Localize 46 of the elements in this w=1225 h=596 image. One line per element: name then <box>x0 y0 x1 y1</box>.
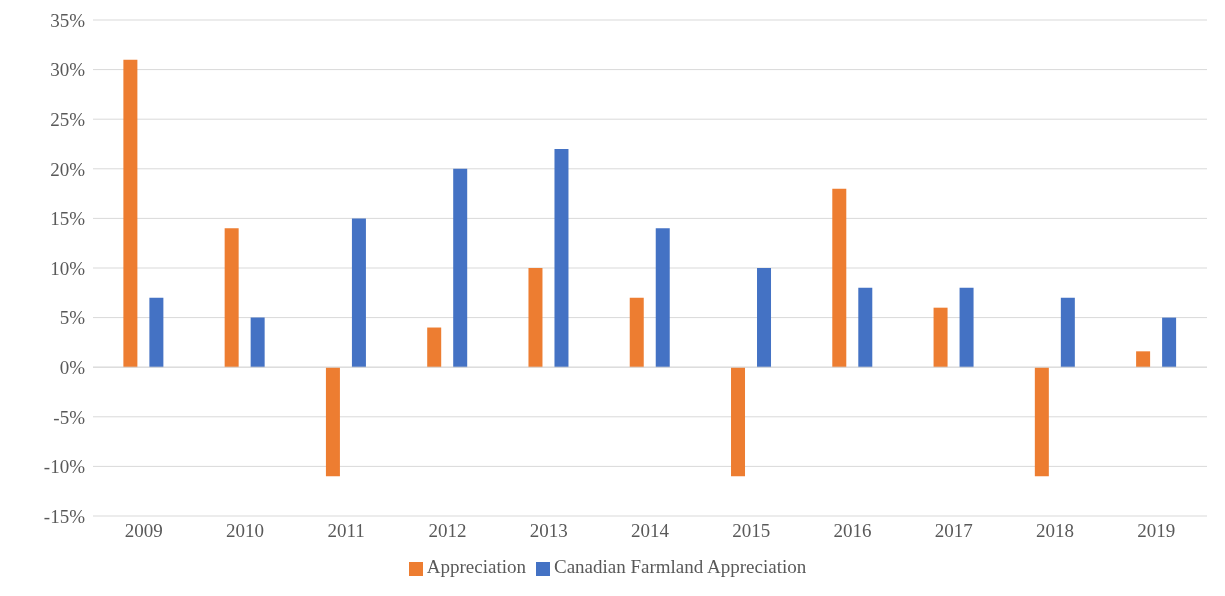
y-tick-label: -15% <box>43 505 86 527</box>
bar <box>351 218 366 368</box>
x-tick-label: 2019 <box>1137 520 1176 542</box>
x-tick-label: 2015 <box>732 520 771 542</box>
x-tick-label: 2016 <box>833 520 872 542</box>
bar <box>1136 351 1151 368</box>
bar <box>1060 297 1075 368</box>
bar <box>149 297 164 368</box>
x-tick-label: 2010 <box>225 520 264 542</box>
bar <box>959 287 974 368</box>
bar <box>528 268 543 368</box>
legend-label: Canadian Farmland Appreciation <box>553 556 807 577</box>
x-tick-label: 2017 <box>934 520 973 542</box>
bar <box>453 168 468 368</box>
y-tick-label: 30% <box>50 59 86 81</box>
bar <box>224 228 239 368</box>
y-tick-label: 5% <box>59 307 86 329</box>
legend-label: Appreciation <box>426 556 526 577</box>
x-tick-label: 2009 <box>124 520 163 542</box>
bar <box>1162 317 1177 368</box>
bar <box>858 287 873 368</box>
bar <box>832 188 847 368</box>
x-tick-label: 2018 <box>1036 520 1075 542</box>
x-tick-label: 2011 <box>327 520 365 542</box>
x-tick-label: 2013 <box>529 520 568 542</box>
bar <box>655 228 670 368</box>
bar <box>325 367 340 477</box>
bar <box>731 367 746 477</box>
y-tick-label: 35% <box>50 9 86 31</box>
y-tick-label: 25% <box>50 108 86 130</box>
bar <box>427 327 442 368</box>
x-tick-label: 2012 <box>428 520 467 542</box>
y-tick-label: 10% <box>50 257 86 279</box>
bar <box>123 59 138 368</box>
x-tick-label: 2014 <box>631 520 670 542</box>
bar <box>933 307 948 368</box>
y-tick-label: -10% <box>43 456 86 478</box>
bar <box>554 148 569 368</box>
y-tick-label: 20% <box>50 158 86 180</box>
bar <box>629 297 644 368</box>
y-tick-label: 15% <box>50 208 86 230</box>
y-tick-label: 0% <box>59 356 86 378</box>
bar <box>1034 367 1049 477</box>
bar <box>250 317 265 368</box>
bar <box>757 268 772 368</box>
y-tick-label: -5% <box>53 406 86 428</box>
